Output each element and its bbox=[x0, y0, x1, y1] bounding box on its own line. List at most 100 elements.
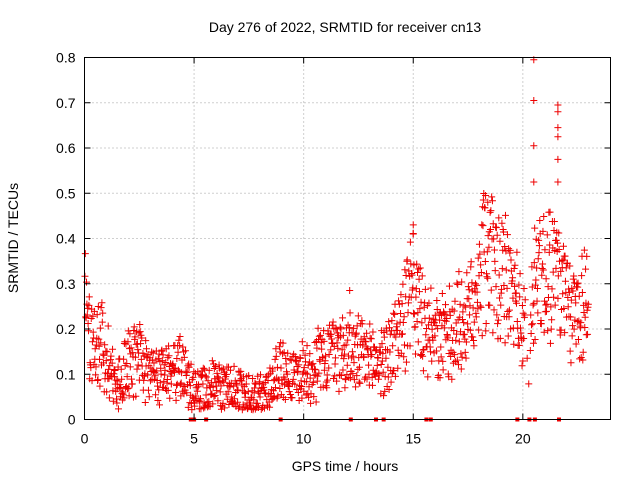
data-point bbox=[146, 377, 154, 385]
data-point bbox=[114, 405, 122, 413]
data-point bbox=[303, 378, 311, 386]
data-point bbox=[568, 332, 576, 340]
data-point bbox=[453, 330, 461, 338]
data-point bbox=[360, 333, 368, 341]
data-point bbox=[504, 308, 512, 316]
data-point bbox=[493, 311, 501, 319]
data-point bbox=[153, 367, 161, 375]
data-point bbox=[329, 318, 337, 326]
data-point bbox=[380, 333, 388, 341]
data-point bbox=[300, 387, 308, 395]
data-point bbox=[104, 322, 112, 330]
data-point bbox=[156, 379, 164, 387]
data-point bbox=[349, 370, 357, 378]
data-point bbox=[528, 283, 536, 291]
data-point bbox=[204, 377, 212, 385]
data-point bbox=[542, 275, 550, 283]
data-point bbox=[472, 313, 480, 321]
data-point bbox=[157, 370, 165, 378]
data-point bbox=[537, 320, 545, 328]
data-point bbox=[415, 275, 423, 283]
data-point bbox=[363, 329, 371, 337]
data-point bbox=[485, 243, 493, 251]
data-point bbox=[348, 348, 356, 356]
data-point bbox=[189, 373, 197, 381]
data-point bbox=[528, 321, 536, 329]
data-point bbox=[412, 285, 420, 293]
data-point bbox=[385, 386, 393, 394]
data-point bbox=[497, 301, 505, 309]
data-point bbox=[327, 346, 335, 354]
data-point bbox=[279, 350, 287, 358]
data-point bbox=[211, 392, 219, 399]
data-point bbox=[353, 322, 361, 330]
data-point bbox=[564, 294, 572, 302]
data-point bbox=[310, 371, 318, 379]
data-point bbox=[418, 272, 426, 280]
data-point bbox=[307, 399, 315, 407]
data-point bbox=[493, 231, 501, 239]
data-point bbox=[400, 313, 408, 321]
data-point bbox=[212, 362, 220, 370]
data-point bbox=[425, 314, 433, 322]
y-axis-label: SRMTID / TECUs bbox=[5, 183, 21, 293]
data-point bbox=[429, 336, 437, 344]
data-point bbox=[487, 286, 495, 294]
data-point bbox=[535, 249, 543, 257]
data-point bbox=[477, 261, 485, 269]
data-point bbox=[196, 398, 204, 406]
data-point bbox=[136, 328, 144, 336]
data-point bbox=[291, 380, 299, 388]
data-point bbox=[266, 403, 274, 411]
data-point bbox=[486, 208, 494, 216]
data-point bbox=[84, 304, 92, 312]
data-point bbox=[452, 336, 460, 344]
data-point bbox=[554, 133, 562, 141]
data-point bbox=[379, 350, 387, 358]
data-point bbox=[234, 398, 242, 406]
data-point bbox=[325, 364, 333, 372]
data-point bbox=[551, 301, 559, 309]
data-point bbox=[99, 309, 107, 317]
data-point bbox=[554, 294, 562, 302]
data-point bbox=[564, 303, 572, 311]
data-point bbox=[490, 235, 498, 243]
data-point bbox=[205, 366, 213, 374]
data-point bbox=[462, 354, 470, 362]
data-point bbox=[111, 367, 119, 375]
data-point bbox=[481, 257, 489, 265]
data-point bbox=[350, 324, 358, 332]
data-point bbox=[554, 124, 562, 132]
data-point bbox=[323, 384, 331, 392]
data-point bbox=[555, 245, 563, 253]
data-point bbox=[513, 299, 521, 307]
data-point bbox=[221, 404, 229, 412]
data-point bbox=[272, 352, 280, 360]
data-point bbox=[378, 340, 386, 348]
data-point bbox=[428, 325, 436, 333]
data-point bbox=[470, 342, 478, 350]
data-point bbox=[356, 379, 364, 387]
data-point bbox=[92, 363, 100, 371]
data-point bbox=[560, 305, 568, 313]
data-point bbox=[182, 372, 190, 380]
data-point bbox=[294, 367, 302, 375]
data-point bbox=[400, 341, 408, 349]
data-point bbox=[103, 348, 111, 356]
data-point bbox=[369, 328, 377, 336]
data-point bbox=[475, 240, 483, 248]
data-point bbox=[559, 242, 567, 250]
data-point bbox=[457, 350, 465, 358]
data-point bbox=[542, 301, 550, 309]
data-point bbox=[401, 266, 409, 274]
data-point bbox=[119, 390, 127, 398]
data-point bbox=[413, 318, 421, 326]
data-point bbox=[557, 267, 565, 275]
data-point bbox=[217, 405, 225, 413]
data-point bbox=[496, 334, 504, 342]
data-point bbox=[242, 380, 250, 388]
data-point bbox=[510, 264, 518, 272]
chart-title: Day 276 of 2022, SRMTID for receiver cn1… bbox=[209, 19, 482, 35]
data-point bbox=[436, 374, 444, 382]
data-point bbox=[329, 339, 337, 347]
